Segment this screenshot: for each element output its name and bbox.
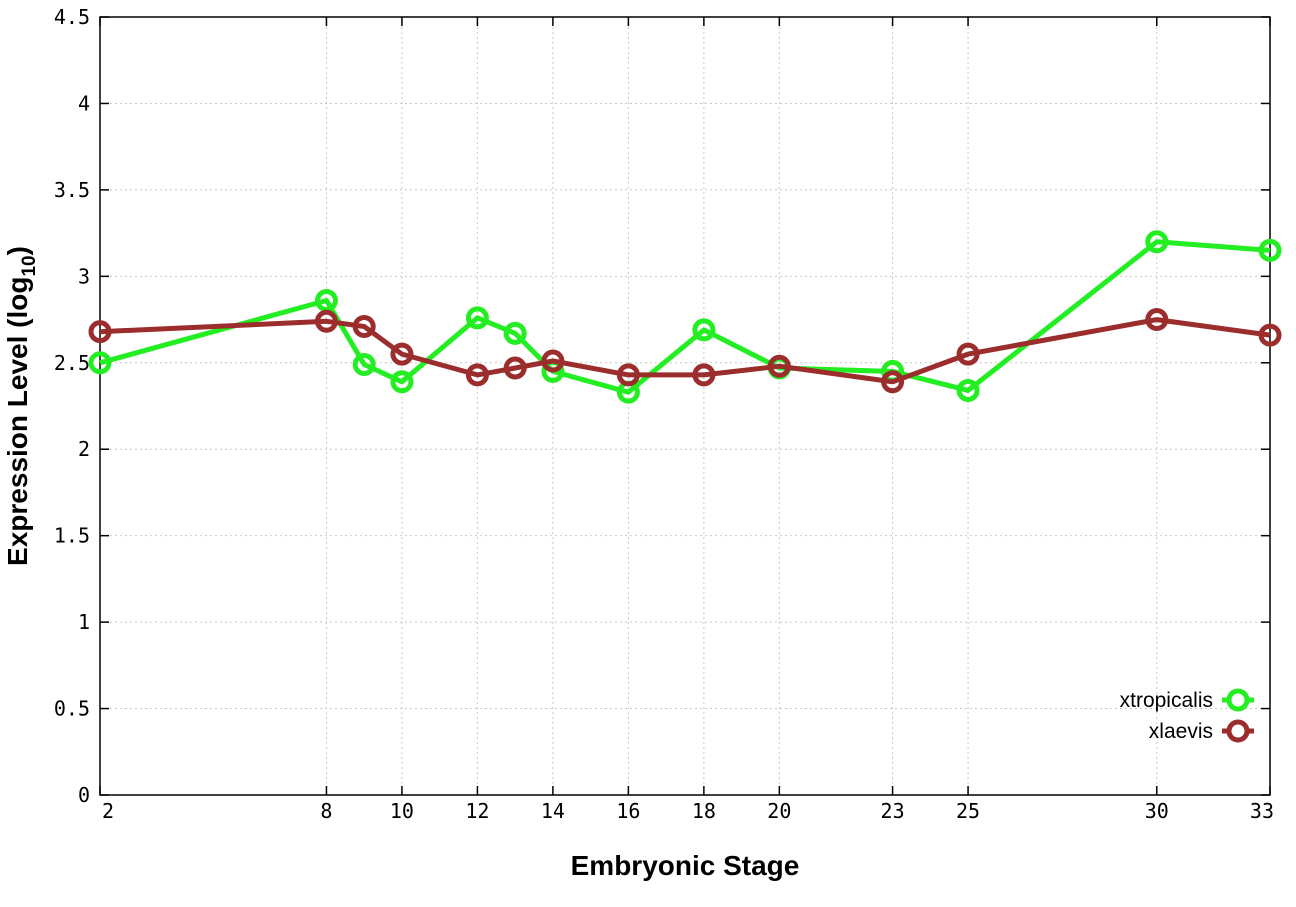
data-point <box>1258 323 1282 347</box>
data-point <box>88 320 112 344</box>
data-point <box>956 378 980 402</box>
data-point <box>616 363 640 387</box>
y-tick-label: 0 <box>78 783 90 807</box>
y-tick-label: 4.5 <box>54 5 90 29</box>
data-point <box>314 309 338 333</box>
data-point <box>1145 308 1169 332</box>
legend: xtropicalis xlaevis <box>1120 688 1254 743</box>
data-point <box>352 353 376 377</box>
x-tick-label: 25 <box>956 799 980 823</box>
legend-item: xlaevis <box>1149 719 1254 743</box>
x-tick-label: 33 <box>1250 799 1274 823</box>
data-point <box>692 363 716 387</box>
data-point <box>503 356 527 380</box>
series-line <box>99 239 1271 395</box>
x-tick-label: 20 <box>767 799 791 823</box>
grid-lines <box>100 17 1270 795</box>
y-tick-label: 3 <box>78 264 90 288</box>
data-point <box>503 321 527 345</box>
y-axis-title-main: Expression Level (log <box>2 277 33 566</box>
data-point <box>541 349 565 373</box>
data-point <box>465 363 489 387</box>
data-point <box>692 318 716 342</box>
data-point <box>1258 238 1282 262</box>
series-group <box>88 230 1282 404</box>
x-tick-label: 8 <box>320 799 332 823</box>
plot-frame <box>99 16 1271 796</box>
legend-item: xtropicalis <box>1120 688 1254 712</box>
data-point <box>465 306 489 330</box>
data-point <box>390 342 414 366</box>
data-point <box>352 314 376 338</box>
x-tick-label: 30 <box>1145 799 1169 823</box>
legend-label: xlaevis <box>1149 720 1213 743</box>
x-tick-label: 23 <box>881 799 905 823</box>
data-point <box>956 342 980 366</box>
x-tick-label: 14 <box>541 799 565 823</box>
y-tick-label: 2 <box>78 437 90 461</box>
data-point <box>314 289 338 313</box>
x-tick-label: 12 <box>465 799 489 823</box>
axis-ticks: 0 0.5 1 1.5 2 2.5 3 3.5 4 4.5 2 8 10 12 14 16 18 20 23 25 30… <box>54 5 1274 823</box>
x-tick-label: 2 <box>102 799 114 823</box>
data-point <box>88 351 112 375</box>
series-xtropicalis <box>88 230 1282 404</box>
legend-label: xtropicalis <box>1120 689 1213 712</box>
y-tick-label: 4 <box>78 91 90 115</box>
data-point <box>881 370 905 394</box>
legend-swatch-marker <box>1226 688 1250 712</box>
x-tick-label: 10 <box>390 799 414 823</box>
data-point <box>390 370 414 394</box>
y-tick-label: 3.5 <box>54 178 90 202</box>
y-axis-title: Expression Level (log10) <box>2 246 40 566</box>
series-xlaevis <box>88 308 1282 394</box>
x-axis-title: Embryonic Stage <box>571 850 800 881</box>
y-tick-label: 2.5 <box>54 351 90 375</box>
y-tick-label: 1 <box>78 610 90 634</box>
y-axis-title-subscript: 10 <box>19 255 40 276</box>
legend-swatch-marker <box>1226 719 1250 743</box>
y-axis-title-close: ) <box>2 246 33 255</box>
x-tick-label: 18 <box>692 799 716 823</box>
y-tick-label: 0.5 <box>54 697 90 721</box>
y-tick-label: 1.5 <box>54 524 90 548</box>
series-line <box>99 317 1271 385</box>
x-tick-label: 16 <box>616 799 640 823</box>
data-point <box>767 354 791 378</box>
data-point <box>1145 230 1169 254</box>
